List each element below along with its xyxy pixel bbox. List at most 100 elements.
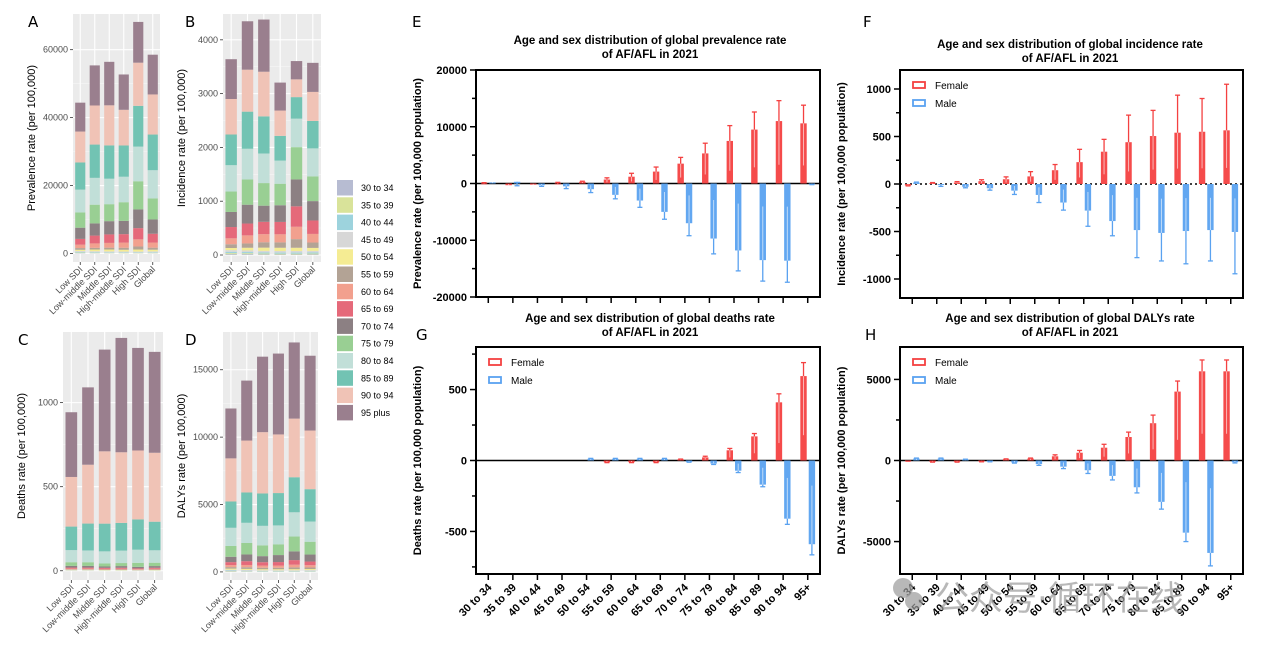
- bar-segment-30-to-34: [258, 254, 270, 256]
- plot-background: [63, 332, 163, 580]
- chart-title-line2: of AF/AFL in 2021: [1022, 327, 1119, 339]
- bar-segment-35-to-39: [274, 253, 286, 255]
- bar-segment-95-plus: [272, 353, 284, 435]
- bar-segment-75-to-79: [241, 179, 254, 205]
- bar-segment-70-to-74: [89, 223, 100, 236]
- chart-title: Age and sex distribution of global death…: [525, 313, 775, 325]
- legend-swatch: [337, 353, 353, 369]
- y-tick-label: 10000: [193, 432, 218, 442]
- bar-segment-35-to-39: [225, 253, 237, 255]
- bar-segment-70-to-74: [104, 221, 115, 235]
- bar-segment-60-to-64: [82, 568, 94, 570]
- bar-segment-35-to-39: [241, 253, 254, 255]
- bar-segment-45-to-49: [225, 250, 237, 252]
- bar-segment-65-to-69: [65, 567, 78, 569]
- legend-swatch: [337, 318, 353, 334]
- y-axis-label: Incidence rate (per 100,000): [176, 69, 188, 207]
- bar-segment-60-to-64: [258, 234, 270, 243]
- bar-segment-80-to-84: [118, 176, 129, 203]
- legend-swatch: [337, 283, 353, 300]
- bar-segment-75-to-79: [115, 563, 128, 567]
- bar-segment-45-to-49: [75, 250, 86, 252]
- bar-segment-80-to-84: [257, 525, 269, 546]
- bar-segment-85-to-89: [225, 501, 237, 528]
- bar-segment-60-to-64: [225, 238, 237, 245]
- bar-segment-80-to-84: [115, 550, 128, 564]
- bar-segment-90-to-94: [75, 131, 86, 163]
- bar-segment-95-plus: [65, 412, 78, 477]
- bar-segment-60-to-64: [272, 565, 284, 568]
- legend-label: 85 to 89: [361, 373, 394, 383]
- bar-segment-65-to-69: [82, 567, 94, 569]
- y-tick-label: 5000: [867, 374, 891, 386]
- bar-segment-60-to-64: [290, 226, 303, 240]
- bar-segment-40-to-44: [274, 252, 286, 254]
- bar-segment-55-to-59: [118, 247, 129, 250]
- bar-segment-95-plus: [225, 59, 237, 99]
- chart-title: Age and sex distribution of global preva…: [514, 35, 787, 47]
- bar-segment-85-to-89: [257, 493, 269, 526]
- bar-segment-50-to-54: [241, 247, 254, 251]
- bar-segment-90-to-94: [65, 476, 78, 527]
- bar-segment-90-to-94: [241, 440, 253, 493]
- bar-segment-80-to-84: [307, 148, 319, 177]
- bar-segment-30-to-34: [307, 254, 319, 256]
- bar-segment-85-to-89: [290, 97, 303, 119]
- legend-swatch: [488, 376, 502, 384]
- bar-segment-70-to-74: [274, 205, 286, 222]
- bar-segment-45-to-49: [307, 250, 319, 253]
- bar-segment-60-to-64: [288, 564, 300, 568]
- bar-segment-85-to-89: [118, 145, 129, 177]
- bar-segment-85-to-89: [258, 116, 270, 154]
- x-tick-label: 95+: [1215, 582, 1237, 604]
- bar-segment-90-to-94: [225, 458, 237, 502]
- bar-segment-75-to-79: [307, 176, 319, 202]
- bar-segment-80-to-84: [89, 177, 100, 205]
- bar-segment-75-to-79: [257, 545, 269, 557]
- bar-segment-45-to-49: [274, 250, 286, 253]
- y-axis-label: DALYs rate (per 100,000 population): [836, 366, 848, 554]
- legend-label: 80 to 84: [361, 356, 394, 366]
- y-tick-label: -500: [445, 526, 467, 538]
- legend-swatch: [337, 180, 353, 196]
- bar-segment-45-to-49: [288, 570, 300, 571]
- bar-segment-70-to-74: [225, 211, 237, 228]
- legend-label: 65 to 69: [361, 304, 394, 314]
- y-axis-label: Prevalence rate (per 100,000): [26, 65, 38, 211]
- legend-swatch: [337, 266, 353, 282]
- bar-segment-60-to-64: [241, 235, 254, 244]
- bar-segment-50-to-54: [288, 569, 300, 571]
- bar-segment-70-to-74: [258, 205, 270, 222]
- y-tick-label: 500: [873, 132, 891, 144]
- bar-segment-55-to-59: [304, 567, 316, 570]
- y-tick-label: 0: [53, 566, 58, 576]
- bar-segment-60-to-64: [118, 242, 129, 248]
- bar-segment-50-to-54: [89, 249, 100, 252]
- bar-segment-90-to-94: [115, 452, 128, 523]
- bar-segment-65-to-69: [241, 223, 254, 236]
- bar-segment-65-to-69: [118, 234, 129, 243]
- bar-segment-80-to-84: [241, 522, 253, 544]
- bar-segment-70-to-74: [98, 566, 111, 568]
- y-axis-label: Deaths rate (per 100,000): [16, 393, 28, 519]
- y-tick-label: 10000: [436, 122, 467, 134]
- bar-segment-80-to-84: [290, 118, 303, 148]
- bar-segment-80-to-84: [132, 549, 144, 563]
- bar-segment-60-to-64: [274, 234, 286, 243]
- bar-segment-60-to-64: [257, 565, 269, 568]
- bar-segment-80-to-84: [147, 170, 158, 199]
- bar-segment-55-to-59: [258, 242, 270, 248]
- bar-segment-55-to-59: [272, 567, 284, 570]
- panel-letter: G: [416, 326, 428, 344]
- bar-segment-40-to-44: [225, 570, 237, 572]
- bar-segment-50-to-54: [307, 247, 319, 251]
- y-tick-label: 0: [885, 456, 891, 468]
- bar-segment-95-plus: [75, 102, 86, 132]
- bar-segment-60-to-64: [104, 242, 115, 248]
- bar-segment-45-to-49: [304, 570, 316, 571]
- bar-segment-35-to-39: [290, 253, 303, 255]
- bar-segment-50-to-54: [225, 568, 237, 570]
- bar-segment-65-to-69: [272, 562, 284, 566]
